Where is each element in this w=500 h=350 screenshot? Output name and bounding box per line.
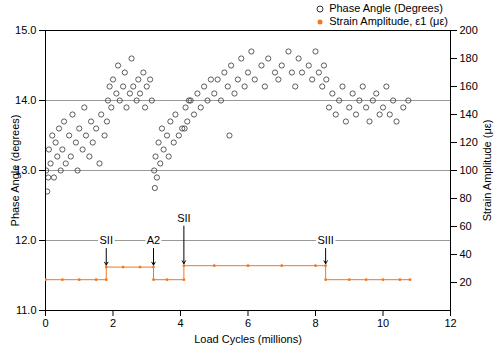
svg-text:60: 60 [460, 220, 472, 232]
svg-text:180: 180 [460, 52, 478, 64]
svg-text:0: 0 [42, 317, 48, 329]
svg-text:14.0: 14.0 [15, 94, 36, 106]
svg-text:4: 4 [177, 317, 183, 329]
svg-text:SII: SII [100, 234, 113, 246]
svg-text:SIII: SIII [317, 234, 334, 246]
svg-text:10: 10 [377, 317, 389, 329]
svg-text:13.0: 13.0 [15, 164, 37, 176]
svg-text:12.0: 12.0 [15, 234, 36, 246]
svg-text:100: 100 [460, 164, 478, 176]
svg-text:6: 6 [245, 317, 251, 329]
svg-text:A2: A2 [147, 234, 160, 246]
svg-text:15.0: 15.0 [15, 24, 36, 36]
svg-text:160: 160 [460, 80, 478, 92]
svg-text:40: 40 [460, 248, 472, 260]
html-text:Phase Angle (Degrees): Phase Angle (Degrees) [329, 2, 443, 14]
svg-text:80: 80 [460, 192, 472, 204]
svg-text:Load Cycles (millions): Load Cycles (millions) [194, 333, 302, 345]
svg-text:20: 20 [460, 276, 472, 288]
svg-text:140: 140 [460, 108, 478, 120]
svg-text:11.0: 11.0 [16, 304, 37, 316]
svg-text:120: 120 [460, 136, 478, 148]
svg-text:12: 12 [444, 317, 456, 329]
svg-text:Strain Amplitude (με): Strain Amplitude (με) [481, 120, 493, 222]
svg-text:SII: SII [177, 212, 190, 224]
svg-text:200: 200 [460, 24, 478, 36]
svg-text:Phase Angle (degrees): Phase Angle (degrees) [9, 115, 21, 227]
html-text:Strain Amplitude, ε1 (με): Strain Amplitude, ε1 (με) [329, 15, 448, 27]
svg-text:2: 2 [110, 317, 116, 329]
svg-text:8: 8 [312, 317, 318, 329]
